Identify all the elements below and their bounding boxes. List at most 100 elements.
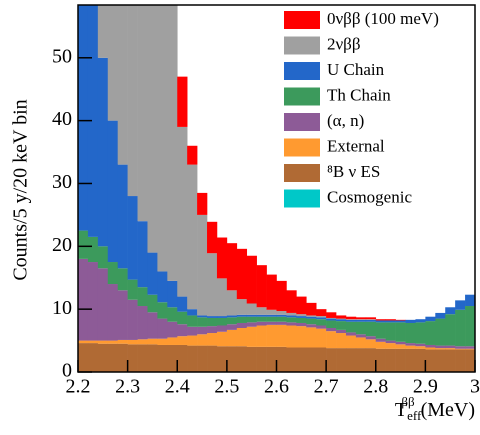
histogram-bar (147, 344, 158, 372)
histogram-bar (435, 345, 446, 349)
histogram-bar (117, 268, 128, 291)
histogram-bar (157, 302, 168, 319)
x-tick-label: 2.3 (115, 376, 140, 398)
histogram-bar (97, 268, 109, 341)
histogram-bar (147, 312, 158, 339)
plot-area (78, 0, 475, 372)
histogram-bar (207, 221, 218, 254)
histogram-bar (276, 280, 287, 312)
histogram-bar (415, 343, 426, 347)
histogram-bar (306, 315, 317, 317)
histogram-bar (316, 325, 327, 329)
histogram-bar (425, 347, 436, 350)
y-tick-label: 40 (52, 108, 72, 130)
histogram-bar (445, 345, 456, 349)
legend-label: Cosmogenic (327, 187, 412, 206)
histogram-bar (385, 340, 396, 344)
histogram-bar (385, 343, 396, 349)
histogram-bar (236, 316, 248, 323)
histogram-bar (197, 334, 208, 346)
histogram-bar (226, 329, 238, 347)
histogram-bar (107, 120, 118, 263)
histogram-bar (385, 320, 396, 323)
x-tick-label: 3 (470, 376, 480, 398)
histogram-bar (365, 336, 377, 340)
histogram-bar (88, 0, 98, 1)
y-tick-label: 50 (52, 45, 72, 67)
histogram-bar (316, 347, 327, 372)
histogram-bar (207, 316, 218, 318)
histogram-bar (276, 316, 287, 322)
histogram-bar (107, 5, 118, 121)
histogram-bar (425, 349, 436, 372)
histogram-bar (326, 348, 337, 372)
histogram-bar (226, 290, 238, 316)
x-tick-label: 2.4 (165, 376, 190, 398)
histogram-bar (276, 311, 287, 315)
histogram-bar (137, 287, 148, 307)
histogram-bar (336, 319, 347, 322)
legend-label: Th Chain (327, 85, 391, 104)
histogram-bar (296, 316, 307, 318)
histogram-bar (197, 317, 208, 327)
legend-label: ⁸B ν ES (327, 162, 380, 181)
histogram-bar (375, 348, 386, 372)
histogram-bar (316, 309, 327, 317)
histogram-bar (97, 57, 109, 247)
histogram-bar (78, 5, 89, 231)
histogram-bar (226, 315, 238, 318)
histogram-bar (187, 309, 198, 316)
histogram-bar (107, 262, 118, 285)
histogram-bar (415, 348, 426, 372)
histogram-bar (97, 5, 109, 58)
histogram-bar (127, 339, 138, 345)
histogram-bar (296, 296, 307, 315)
histogram-bar (336, 348, 347, 372)
histogram-bar (236, 299, 248, 315)
histogram-bar (246, 255, 257, 304)
histogram-bar (276, 314, 287, 317)
histogram-bar (286, 312, 297, 316)
histogram-bar (187, 164, 198, 310)
histogram-bar (256, 346, 267, 372)
histogram-bar (385, 322, 396, 341)
histogram-bar (365, 317, 377, 320)
histogram-bar (226, 324, 238, 330)
histogram-bar (246, 346, 257, 372)
histogram-bar (266, 324, 277, 347)
legend-swatch (284, 11, 320, 29)
histogram-bar (345, 332, 357, 336)
legend-swatch (284, 87, 320, 106)
histogram-bar (107, 340, 118, 344)
histogram-bar (306, 327, 317, 348)
histogram-bar (78, 230, 89, 259)
histogram-bar (246, 326, 257, 347)
histogram-bar (97, 340, 109, 344)
histogram-bar (246, 322, 257, 327)
histogram-bar (425, 344, 436, 348)
histogram-bar (435, 349, 446, 372)
histogram-bar (78, 340, 89, 344)
x-label-subscript: eff (407, 408, 422, 423)
histogram-bar (336, 333, 347, 349)
histogram-bar (107, 284, 118, 341)
histogram-bar (365, 319, 377, 320)
histogram-bar (167, 280, 178, 308)
histogram-bar (316, 316, 327, 318)
histogram-bar (385, 319, 396, 321)
histogram-bar (177, 344, 188, 372)
histogram-bar (177, 296, 188, 312)
histogram-bar (137, 306, 148, 340)
histogram-bar (167, 344, 178, 372)
histogram-bar (177, 311, 188, 325)
histogram-bar (316, 317, 327, 320)
histogram-bar (216, 346, 228, 372)
histogram-bar (157, 344, 168, 372)
histogram-bar (395, 320, 406, 323)
histogram-bar (87, 340, 99, 344)
histogram-bar (355, 317, 367, 320)
histogram-bar (455, 300, 466, 310)
histogram-bar (167, 321, 178, 338)
histogram-bar (107, 343, 118, 372)
histogram-bar (266, 346, 277, 372)
